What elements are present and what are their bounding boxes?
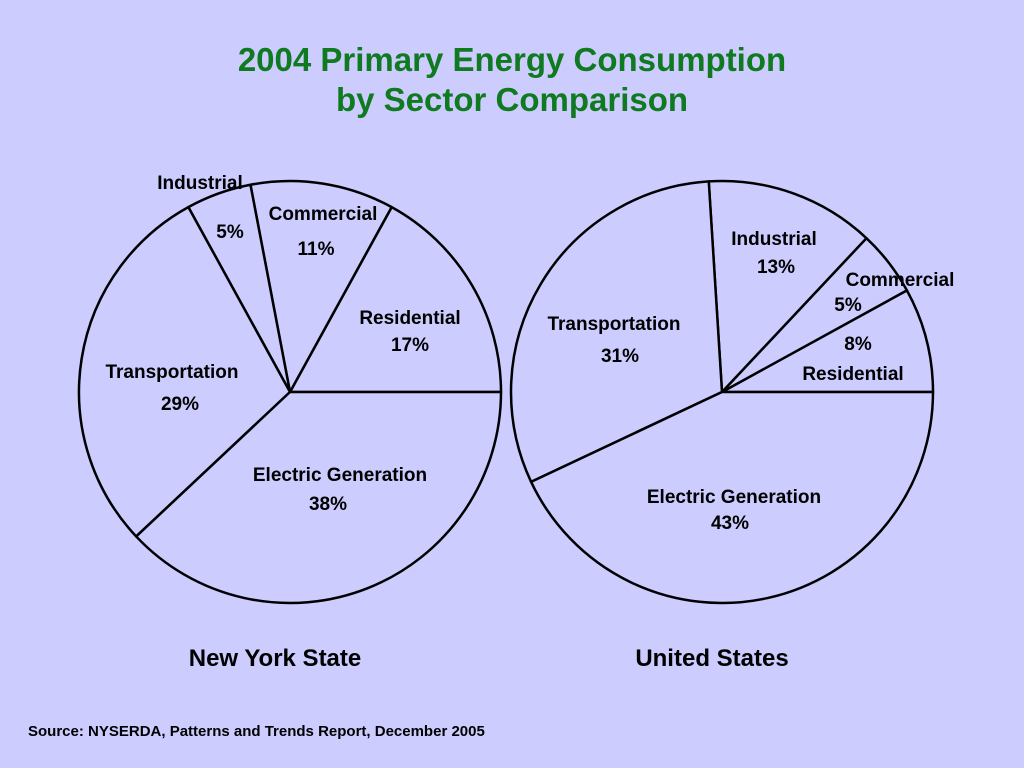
source-note: Source: NYSERDA, Patterns and Trends Rep…: [28, 723, 485, 740]
pie-slice-us-electric-generation: [529, 390, 935, 605]
pie-caption-us: United States: [635, 645, 789, 672]
slice-label-us-commercial: Commercial: [846, 270, 955, 291]
slice-value-us-residential: 8%: [844, 334, 872, 355]
pie-slice-us-residential: [720, 289, 935, 394]
slice-label-us-transportation: Transportation: [547, 314, 680, 335]
slice-label-nys-industrial: Industrial: [157, 173, 243, 194]
pie-slice-nys-residential: [288, 205, 503, 394]
slice-value-nys-transportation: 29%: [161, 394, 199, 415]
slice-value-nys-electric-generation: 38%: [309, 494, 347, 515]
slice-value-us-commercial: 5%: [834, 295, 862, 316]
pie-slice-us-transportation: [509, 180, 724, 484]
pie-slice-nys-commercial: [249, 179, 393, 394]
slice-label-us-electric-generation: Electric Generation: [647, 487, 821, 508]
slice-label-nys-transportation: Transportation: [105, 362, 238, 383]
slice-value-nys-commercial: 11%: [298, 239, 335, 260]
slice-value-nys-residential: 17%: [391, 335, 429, 356]
slice-label-us-residential: Residential: [802, 364, 903, 385]
slice-label-us-industrial: Industrial: [731, 229, 817, 250]
slice-label-nys-commercial: Commercial: [269, 204, 378, 225]
slice-value-nys-industrial: 5%: [216, 222, 244, 243]
slice-label-nys-residential: Residential: [359, 308, 460, 329]
pie-slice-nys-transportation: [77, 205, 292, 538]
pie-caption-nys: New York State: [188, 645, 362, 672]
pie-nys: Residential 17% Commercial 11% Industrial 5% T…: [77, 173, 503, 605]
chart-title-line1: 2004 Primary Energy Consumption: [237, 41, 787, 78]
pie-slice-us-industrial: [707, 179, 868, 394]
slice-value-us-electric-generation: 43%: [711, 513, 749, 534]
chart-title: 2004 Primary Energy Consumption by Secto…: [0, 40, 1024, 120]
slice-label-nys-electric-generation: Electric Generation: [253, 465, 427, 486]
slice-value-us-industrial: 13%: [757, 257, 795, 278]
pie-us: Residential 8% Commercial 5% Industrial 13% Tr…: [509, 179, 955, 605]
pie-slice-nys-electric-generation: [134, 390, 503, 605]
chart-title-line2: by Sector Comparison: [335, 81, 689, 118]
slice-value-us-transportation: 31%: [601, 346, 639, 367]
